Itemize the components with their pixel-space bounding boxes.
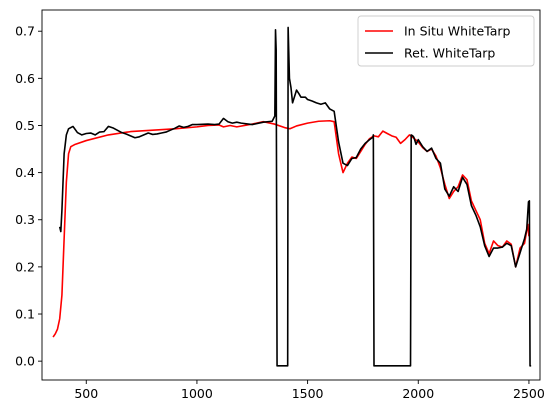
series-line-1: [58, 26, 532, 367]
y-tick-label: 0.1: [15, 307, 35, 322]
y-tick-label: 0.3: [15, 212, 35, 227]
legend: In Situ WhiteTarp Ret. WhiteTarp: [357, 15, 535, 67]
legend-box: [357, 15, 535, 67]
legend-label-retrieved: Ret. WhiteTarp: [404, 46, 495, 61]
y-tick-label: 0.7: [15, 24, 35, 39]
y-axis: 0.0 0.1 0.2 0.3 0.4 0.5 0.6 0.7: [15, 24, 42, 369]
x-tick-label: 500: [74, 386, 98, 401]
series-layer: [52, 26, 532, 367]
y-tick-label: 0.2: [15, 259, 35, 274]
plot-frame: [41, 9, 541, 381]
x-tick-label: 1000: [181, 386, 213, 401]
x-tick-label: 2000: [402, 386, 434, 401]
legend-label-in-situ: In Situ WhiteTarp: [404, 24, 510, 39]
y-tick-label: 0.5: [15, 118, 35, 133]
x-axis: 500 1000 1500 2000 2500: [74, 380, 545, 401]
plot-area: [42, 10, 540, 380]
x-tick-label: 1500: [292, 386, 324, 401]
y-tick-label: 0.0: [15, 354, 35, 369]
y-tick-label: 0.4: [15, 165, 35, 180]
x-tick-label: 2500: [513, 386, 545, 401]
y-tick-label: 0.6: [15, 71, 35, 86]
